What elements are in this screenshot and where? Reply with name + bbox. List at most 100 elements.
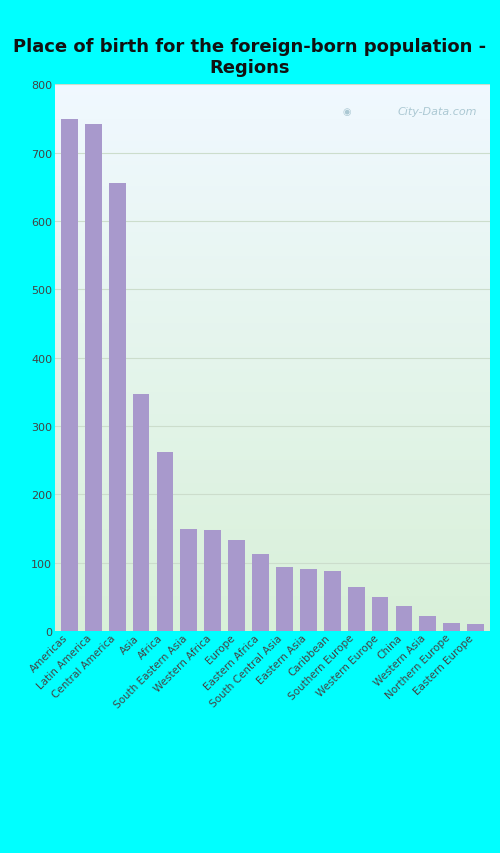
Bar [55,302,490,304]
Bar [55,111,490,113]
Bar [55,309,490,311]
Bar [55,140,490,142]
Bar [55,233,490,235]
Bar [55,466,490,467]
Bar [468,624,484,631]
Bar [55,531,490,533]
Bar [55,196,490,198]
Bar [109,184,126,631]
Bar [55,440,490,442]
Bar [55,607,490,609]
Bar [55,389,490,391]
Bar [55,209,490,211]
Bar [55,273,490,275]
Bar [55,527,490,530]
Bar [180,530,197,631]
Bar [55,582,490,584]
Bar [55,114,490,116]
Bar [55,229,490,231]
Bar [55,269,490,271]
Bar [55,362,490,363]
Bar [55,227,490,229]
Bar [55,374,490,376]
Bar [55,193,490,194]
Bar [55,400,490,402]
Bar [85,125,102,631]
Bar [55,403,490,405]
Bar [55,103,490,105]
Bar [55,511,490,513]
Bar [55,240,490,241]
Bar [55,353,490,355]
Bar [55,202,490,204]
Bar [55,109,490,111]
Bar [55,182,490,183]
Bar [55,564,490,566]
Bar [55,113,490,114]
Bar [55,376,490,378]
Bar [55,142,490,143]
Bar [55,344,490,345]
Bar [55,426,490,427]
Bar [55,98,490,100]
Bar [55,397,490,398]
Bar [55,612,490,613]
Bar [55,258,490,260]
Bar [55,189,490,191]
Bar [55,369,490,371]
Bar [61,119,78,631]
Bar [55,438,490,440]
Bar [55,537,490,538]
Bar [55,393,490,395]
Bar [55,484,490,485]
Bar [55,546,490,548]
Bar [55,177,490,178]
Bar [55,502,490,504]
Bar [55,207,490,209]
Bar [55,280,490,281]
Bar [55,398,490,400]
Bar [55,246,490,247]
Bar [55,520,490,522]
Bar [55,124,490,125]
Bar [55,490,490,491]
Bar [55,305,490,307]
Bar [55,96,490,98]
Bar [55,373,490,374]
Bar [55,148,490,149]
Bar [55,485,490,487]
Bar [55,538,490,540]
Bar [55,291,490,293]
Bar [55,316,490,318]
Bar [55,102,490,103]
Bar [55,617,490,618]
Bar [55,442,490,444]
Bar [324,572,340,631]
Bar [55,519,490,520]
Bar [55,588,490,589]
Bar [55,391,490,393]
Bar [55,358,490,360]
Bar [55,127,490,129]
Bar [55,560,490,562]
Bar [55,480,490,482]
Bar [55,473,490,475]
Bar [55,482,490,484]
Bar [55,613,490,615]
Bar [55,456,490,458]
Bar [55,85,490,87]
Bar [55,411,490,413]
Bar [55,386,490,387]
Bar [55,384,490,386]
Bar [55,264,490,265]
Bar [55,331,490,333]
Bar [55,167,490,169]
Bar [55,135,490,136]
Bar [55,522,490,524]
Bar [55,606,490,607]
Bar [55,160,490,162]
Bar [55,416,490,418]
Bar [55,408,490,409]
Bar [55,249,490,251]
Bar [55,323,490,326]
